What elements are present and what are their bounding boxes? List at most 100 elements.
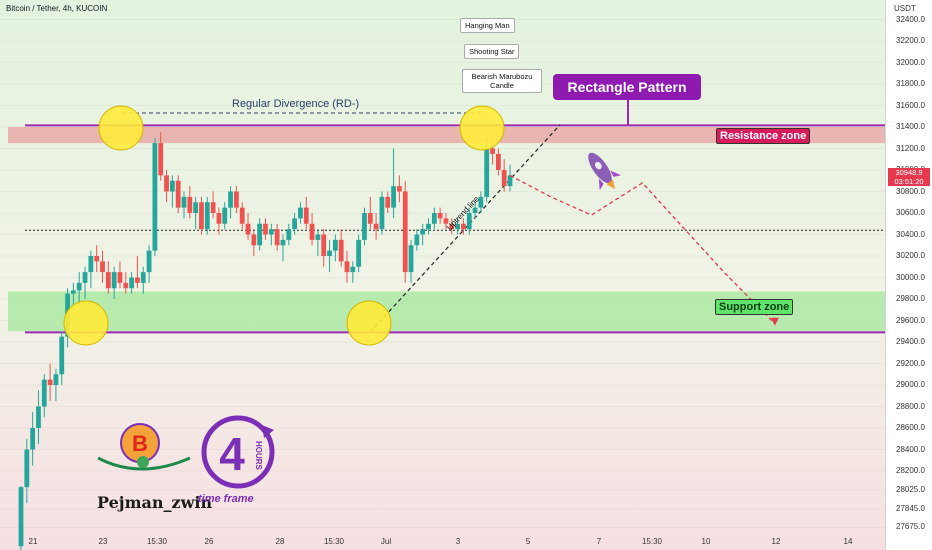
pattern-title: Rectangle Pattern xyxy=(553,74,701,100)
candle-body xyxy=(478,196,484,208)
price-tick-label: 29800.0 xyxy=(896,294,925,303)
candle xyxy=(501,159,507,192)
candle-body xyxy=(18,487,24,547)
time-tick-label: 15:30 xyxy=(641,537,663,546)
candle xyxy=(263,218,268,240)
price-tick-label: 31600.0 xyxy=(896,100,925,110)
candle xyxy=(367,196,373,230)
candle-body xyxy=(455,223,461,230)
candle-body xyxy=(274,229,280,246)
highlight-circle xyxy=(346,300,392,346)
candle-body xyxy=(105,272,111,289)
price-tick-label: 32200.0 xyxy=(896,36,925,45)
candle-body xyxy=(140,272,146,283)
candle xyxy=(239,202,245,230)
price-tick-label: 30800.0 xyxy=(896,186,925,196)
candle xyxy=(199,196,204,235)
candle xyxy=(123,272,129,294)
candle xyxy=(193,196,199,230)
candle xyxy=(59,331,65,385)
candle-body xyxy=(408,245,414,273)
candle-body xyxy=(443,218,449,224)
candle xyxy=(175,175,181,213)
candle xyxy=(268,223,274,246)
candle xyxy=(344,250,350,283)
candle xyxy=(117,261,123,289)
candle xyxy=(507,164,513,192)
time-tick-label: 26 xyxy=(204,537,214,546)
highlight-circle xyxy=(63,300,109,346)
candle xyxy=(478,191,484,213)
candle-body xyxy=(356,239,362,267)
candle-body xyxy=(461,223,466,230)
candle xyxy=(327,239,332,273)
candle xyxy=(338,229,344,267)
time-tick-label: 7 xyxy=(596,537,602,546)
candle xyxy=(402,180,408,283)
candle-body xyxy=(344,261,350,273)
candle xyxy=(169,175,175,208)
candle-body xyxy=(222,207,228,224)
candle-body xyxy=(204,202,210,230)
candle-body xyxy=(36,406,41,428)
candle-body xyxy=(396,186,402,192)
price-tick-label: 28600.0 xyxy=(896,423,925,432)
candle xyxy=(414,229,420,251)
candle-body xyxy=(88,256,94,273)
candle-body xyxy=(362,213,367,240)
highlight-circle xyxy=(98,105,144,151)
candle-body xyxy=(239,207,245,224)
candle xyxy=(76,272,82,305)
candle xyxy=(315,229,321,256)
candle xyxy=(111,266,117,299)
highlight-circles xyxy=(63,105,505,346)
candle-body xyxy=(111,272,117,289)
candle-body xyxy=(82,272,88,283)
timeframe-text: time frame xyxy=(198,493,254,505)
candle-body xyxy=(210,202,216,213)
candle-body xyxy=(30,428,36,450)
candle-body xyxy=(321,234,327,256)
price-chart[interactable]: B 4 xyxy=(0,0,885,550)
candle xyxy=(274,223,280,251)
candle-body xyxy=(245,223,251,235)
price-tick-label: 31800.0 xyxy=(896,79,925,88)
candle xyxy=(455,218,461,235)
candle-body xyxy=(309,223,315,240)
candle-body xyxy=(426,223,431,230)
candle xyxy=(24,438,30,504)
candles xyxy=(18,132,513,550)
candle xyxy=(222,202,228,230)
candle-body xyxy=(338,239,344,262)
candle xyxy=(187,186,193,219)
candle xyxy=(449,218,455,235)
candle-body xyxy=(152,143,158,251)
candle-body xyxy=(129,277,135,289)
candle xyxy=(472,202,478,219)
candle-body xyxy=(100,261,105,273)
candle-body xyxy=(41,379,47,407)
candle xyxy=(350,261,356,283)
price-tick-label: 30400.0 xyxy=(896,229,925,239)
price-tick-label: 29000.0 xyxy=(896,380,925,389)
candle-body xyxy=(158,143,164,176)
candle xyxy=(94,245,100,273)
candle xyxy=(233,186,239,213)
candle xyxy=(41,374,47,418)
price-axis[interactable]: USDT 32400.0 32200.0 32000.0 31800.0 31600.0… xyxy=(885,0,932,550)
candle xyxy=(158,132,164,181)
candle xyxy=(362,207,367,246)
candle xyxy=(129,272,135,294)
candle-body xyxy=(332,239,338,251)
candle-body xyxy=(379,196,385,230)
projection-arrow-icon xyxy=(770,317,779,326)
candle xyxy=(204,196,210,235)
candle-body xyxy=(298,207,303,219)
price-tick-label: 31200.0 xyxy=(896,143,925,153)
candle-body xyxy=(402,191,408,273)
candle xyxy=(437,207,443,224)
candle xyxy=(379,191,385,235)
price-tick-label: 28025.0 xyxy=(896,484,925,494)
candle xyxy=(18,486,24,550)
candle-body xyxy=(181,196,187,208)
